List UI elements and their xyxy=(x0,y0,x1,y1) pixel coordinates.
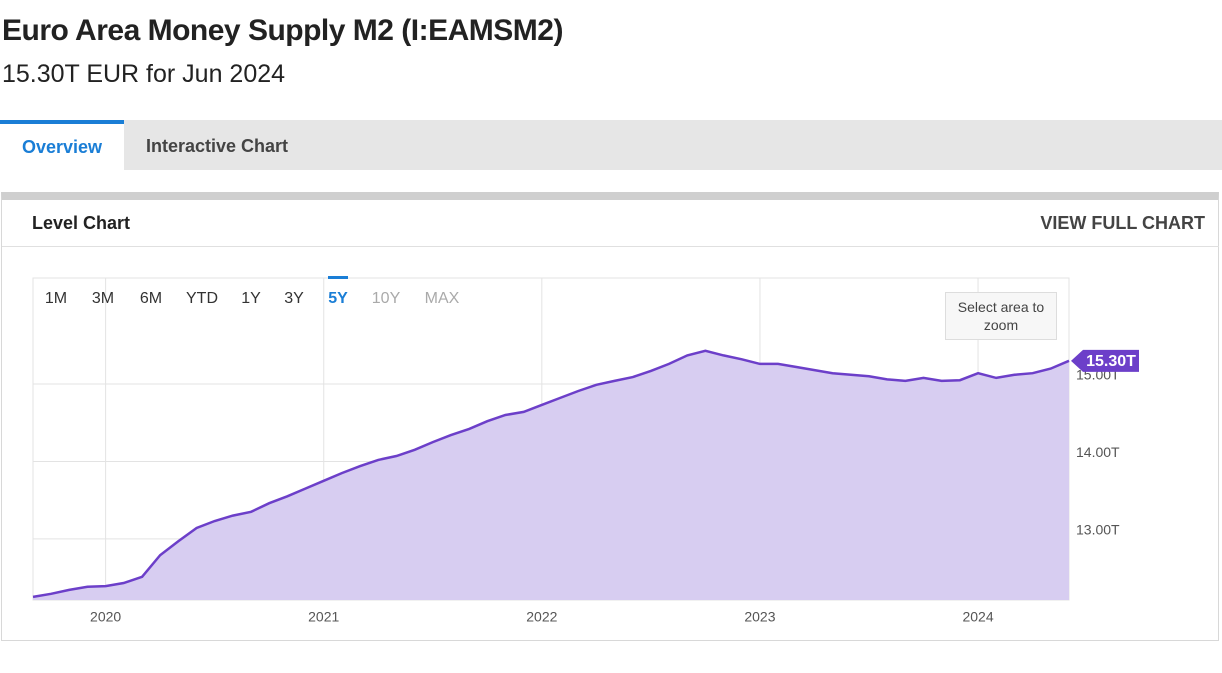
x-tick-label: 2024 xyxy=(962,609,993,625)
x-tick-label: 2020 xyxy=(90,609,121,625)
page-title: Euro Area Money Supply M2 (I:EAMSM2) xyxy=(2,14,563,47)
tab[interactable]: Interactive Chart xyxy=(146,136,289,156)
range-button[interactable]: 1Y xyxy=(241,290,261,307)
active-range-bar xyxy=(328,276,348,279)
y-tick-label: 13.00T xyxy=(1076,522,1120,538)
tab[interactable]: Overview xyxy=(0,120,125,170)
last-value-badge xyxy=(1071,349,1139,372)
area-fill xyxy=(33,350,1069,600)
range-button[interactable]: 1M xyxy=(44,290,68,307)
x-tick-label: 2022 xyxy=(526,609,557,625)
range-button[interactable]: 5Y xyxy=(328,290,348,307)
tab-bar: Overview Interactive Chart xyxy=(0,120,1222,170)
last-value-label: 15.30T xyxy=(1086,353,1136,370)
range-button[interactable]: YTD xyxy=(186,290,218,307)
panel-title: Level Chart xyxy=(32,213,131,233)
range-button[interactable]: 3Y xyxy=(284,290,304,307)
x-tick-label: 2021 xyxy=(308,609,339,625)
page-subtitle: 15.30T EUR for Jun 2024 xyxy=(2,60,286,88)
zoom-hint: Select area to zoom xyxy=(945,292,1057,340)
range-button[interactable]: 3M xyxy=(91,290,115,307)
y-tick-label: 14.00T xyxy=(1076,444,1120,460)
panel xyxy=(1,192,1219,641)
range-button[interactable]: MAX xyxy=(424,290,460,307)
range-button[interactable]: 6M xyxy=(139,290,163,307)
range-button[interactable]: 10Y xyxy=(371,290,401,307)
view-full-chart[interactable]: VIEW FULL CHART xyxy=(1040,213,1205,233)
x-tick-label: 2023 xyxy=(744,609,775,625)
line xyxy=(32,349,1070,599)
separator xyxy=(2,246,1219,247)
